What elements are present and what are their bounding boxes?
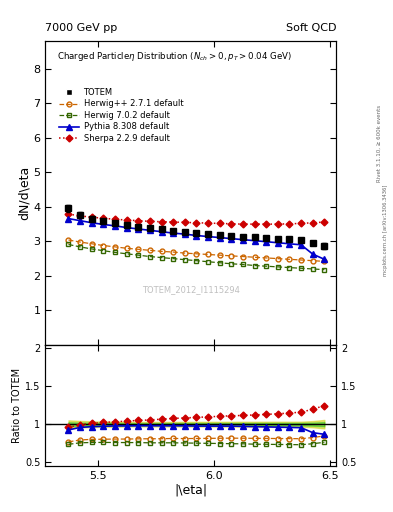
Text: Soft QCD: Soft QCD — [286, 23, 336, 33]
Y-axis label: Ratio to TOTEM: Ratio to TOTEM — [12, 368, 22, 443]
Text: TOTEM_2012_I1115294: TOTEM_2012_I1115294 — [141, 285, 240, 294]
Text: Rivet 3.1.10, ≥ 600k events: Rivet 3.1.10, ≥ 600k events — [377, 105, 382, 182]
Y-axis label: dN/d\eta: dN/d\eta — [17, 165, 30, 220]
Text: 7000 GeV pp: 7000 GeV pp — [45, 23, 118, 33]
X-axis label: |\eta|: |\eta| — [174, 483, 207, 497]
Legend: TOTEM, Herwig++ 2.7.1 default, Herwig 7.0.2 default, Pythia 8.308 default, Sherp: TOTEM, Herwig++ 2.7.1 default, Herwig 7.… — [55, 84, 186, 146]
Text: mcplots.cern.ch [arXiv:1306.3436]: mcplots.cern.ch [arXiv:1306.3436] — [384, 185, 388, 276]
Text: Charged Particle$\eta$ Distribution $(N_{ch} > 0, p_{T} > 0.04$ GeV$)$: Charged Particle$\eta$ Distribution $(N_… — [57, 50, 292, 63]
